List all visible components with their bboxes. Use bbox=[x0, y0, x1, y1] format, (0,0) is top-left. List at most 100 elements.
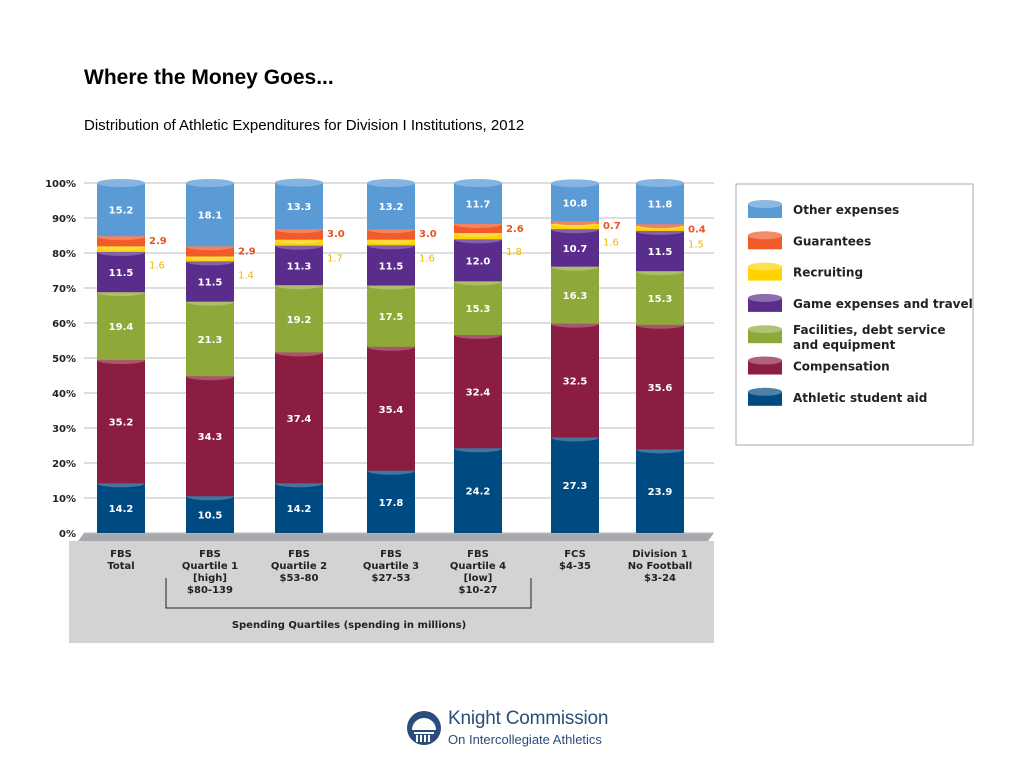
bar-segment bbox=[275, 352, 323, 484]
legend-label: and equipment bbox=[793, 338, 896, 352]
bar-segment-top bbox=[636, 179, 684, 187]
x-tick-label: Quartile 2 bbox=[271, 561, 327, 572]
legend-label: Guarantees bbox=[793, 234, 871, 248]
bar-segment-top bbox=[367, 179, 415, 187]
bar-segment bbox=[367, 285, 415, 347]
x-tick-label: FBS bbox=[467, 549, 489, 560]
page-subtitle: Distribution of Athletic Expenditures fo… bbox=[84, 117, 525, 134]
data-label: 13.2 bbox=[379, 202, 404, 213]
bar-segment bbox=[97, 251, 145, 293]
legend-box bbox=[735, 183, 974, 446]
bar-segment bbox=[186, 301, 234, 377]
bar-segment bbox=[551, 437, 599, 533]
legend-swatch bbox=[748, 329, 782, 344]
bar-segment bbox=[454, 223, 502, 234]
legend-swatch bbox=[748, 297, 782, 312]
bar-segment bbox=[454, 183, 502, 224]
data-label: 10.8 bbox=[563, 198, 588, 209]
knight-commission-logo: Knight Commission On Intercollegiate Ath… bbox=[406, 708, 636, 750]
bar-segment bbox=[551, 229, 599, 267]
bar-segment bbox=[636, 449, 684, 533]
legend-swatch-top bbox=[748, 231, 782, 240]
x-tick-label: Quartile 3 bbox=[363, 561, 419, 572]
stacked-bar-chart: 0% 10% 20% 30% 40% 50% 60% 70% 80% 90% 100% 14.2 35.… bbox=[45, 178, 974, 643]
bar-segment bbox=[97, 236, 145, 247]
bar-segment bbox=[636, 271, 684, 325]
bar-segment bbox=[97, 360, 145, 484]
legend-swatch-top bbox=[748, 200, 782, 208]
bar-segment bbox=[636, 230, 684, 272]
data-label-outside: 3.0 bbox=[327, 229, 345, 240]
y-tick-label: 50% bbox=[52, 354, 76, 365]
data-label: 24.2 bbox=[466, 487, 491, 498]
data-label: 34.3 bbox=[198, 432, 223, 443]
x-tick-label: $4-35 bbox=[559, 561, 591, 572]
legend-swatch bbox=[748, 391, 782, 406]
legend-swatch-top bbox=[748, 262, 782, 271]
data-label: 19.4 bbox=[109, 322, 134, 333]
data-label-outside: 2.9 bbox=[238, 246, 256, 257]
x-tick-label: No Football bbox=[628, 561, 692, 572]
x-tick-label: $27-53 bbox=[372, 573, 411, 584]
bar-segment bbox=[275, 182, 323, 230]
y-tick-label: 70% bbox=[52, 284, 76, 295]
y-tick-label: 40% bbox=[52, 389, 76, 400]
data-label: 15.3 bbox=[648, 294, 673, 305]
data-label: 14.2 bbox=[287, 504, 312, 515]
x-tick-label: Division 1 bbox=[632, 549, 688, 560]
logo-subtitle: On Intercollegiate Athletics bbox=[448, 732, 602, 747]
y-tick-label: 0% bbox=[59, 529, 76, 540]
x-tick-label: $3-24 bbox=[644, 573, 676, 584]
legend-label: Athletic student aid bbox=[793, 391, 927, 405]
quartile-bracket bbox=[165, 578, 532, 609]
bar-segment-top bbox=[454, 179, 502, 187]
data-label-outside: 1.6 bbox=[419, 254, 435, 265]
bar-segment bbox=[636, 183, 684, 225]
bar-segment bbox=[551, 266, 599, 324]
legend-label: Recruiting bbox=[793, 266, 863, 280]
data-label: 19.2 bbox=[287, 315, 312, 326]
bar-segment bbox=[186, 261, 234, 302]
bar-segment bbox=[97, 183, 145, 237]
data-label: 11.5 bbox=[198, 278, 223, 289]
bar-segment bbox=[551, 183, 599, 222]
x-tick-label: Total bbox=[107, 561, 134, 572]
data-label: 10.5 bbox=[198, 511, 223, 522]
legend-label: Facilities, debt service bbox=[793, 323, 946, 337]
x-tick-label: $10-27 bbox=[459, 585, 498, 596]
logo-title: Knight Commission bbox=[448, 708, 609, 729]
bar-segment bbox=[551, 323, 599, 438]
bracket-label: Spending Quartiles (spending in millions… bbox=[232, 620, 466, 631]
data-label: 35.4 bbox=[379, 405, 404, 416]
data-label: 11.8 bbox=[648, 200, 673, 211]
data-label: 11.5 bbox=[109, 268, 134, 279]
data-label: 17.5 bbox=[379, 312, 404, 323]
bar-segment-top bbox=[551, 179, 599, 188]
bar-segment bbox=[367, 183, 415, 230]
bar-segment bbox=[367, 346, 415, 471]
axis-label-panel bbox=[69, 541, 714, 643]
y-tick-label: 10% bbox=[52, 494, 76, 505]
data-label: 15.3 bbox=[466, 304, 491, 315]
bar-segment bbox=[636, 324, 684, 450]
x-tick-label: FBS bbox=[110, 549, 132, 560]
legend-swatch bbox=[748, 204, 782, 218]
legend-label: Other expenses bbox=[793, 203, 899, 217]
x-tick-label: Quartile 1 bbox=[182, 561, 238, 572]
data-label: 16.3 bbox=[563, 291, 588, 302]
data-label: 23.9 bbox=[648, 487, 673, 498]
y-tick-label: 30% bbox=[52, 424, 76, 435]
data-label: 11.7 bbox=[466, 199, 491, 210]
data-label-outside: 3.0 bbox=[419, 229, 437, 240]
bar-segment bbox=[186, 376, 234, 497]
legend-swatch-top bbox=[748, 325, 782, 334]
legend-swatch-top bbox=[748, 387, 782, 396]
data-label-outside: 1.6 bbox=[603, 238, 619, 249]
y-tick-label: 80% bbox=[52, 249, 76, 260]
y-tick-label: 60% bbox=[52, 319, 76, 330]
x-tick-label: $53-80 bbox=[280, 573, 319, 584]
legend-swatch-top bbox=[748, 356, 782, 365]
bar-segment bbox=[367, 245, 415, 286]
bar-segment bbox=[186, 496, 234, 533]
legend-label: Game expenses and travel bbox=[793, 297, 973, 311]
